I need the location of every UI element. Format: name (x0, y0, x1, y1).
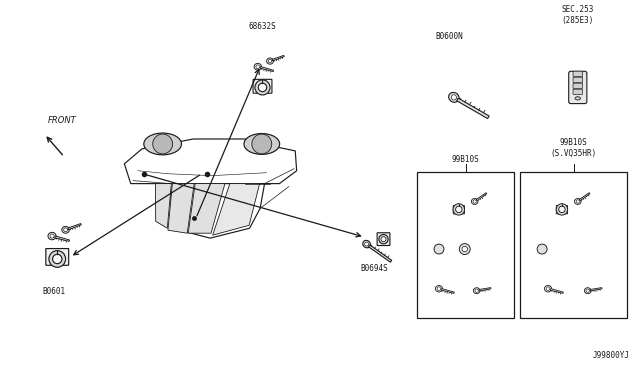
Polygon shape (124, 139, 297, 184)
FancyBboxPatch shape (569, 71, 587, 103)
Text: 99B10S: 99B10S (452, 155, 479, 164)
Bar (520, 172, 627, 318)
Ellipse shape (575, 97, 580, 100)
Polygon shape (272, 55, 284, 61)
Polygon shape (550, 289, 563, 294)
Circle shape (456, 206, 462, 213)
Circle shape (434, 244, 444, 254)
Circle shape (537, 244, 547, 254)
Ellipse shape (575, 198, 581, 205)
Text: B0694S: B0694S (361, 264, 388, 273)
Ellipse shape (48, 232, 56, 240)
Circle shape (379, 234, 388, 244)
Polygon shape (457, 98, 489, 119)
Circle shape (460, 244, 470, 254)
Circle shape (475, 289, 478, 292)
Text: B0601: B0601 (43, 287, 66, 296)
FancyBboxPatch shape (573, 77, 582, 82)
Circle shape (255, 80, 270, 95)
Polygon shape (260, 67, 273, 71)
Circle shape (547, 287, 550, 291)
FancyBboxPatch shape (573, 83, 582, 89)
Ellipse shape (244, 134, 280, 154)
Ellipse shape (472, 198, 478, 205)
Polygon shape (156, 184, 172, 228)
Text: SEC.253
(285E3): SEC.253 (285E3) (562, 5, 594, 25)
FancyBboxPatch shape (377, 233, 390, 246)
FancyBboxPatch shape (253, 79, 272, 93)
Ellipse shape (474, 288, 480, 294)
Circle shape (462, 246, 467, 252)
FancyBboxPatch shape (453, 205, 465, 214)
Text: FRONT: FRONT (48, 116, 77, 125)
FancyBboxPatch shape (573, 89, 582, 94)
Ellipse shape (545, 285, 552, 292)
Ellipse shape (254, 63, 262, 70)
Ellipse shape (584, 288, 591, 294)
Polygon shape (369, 245, 392, 262)
Polygon shape (579, 193, 590, 201)
Ellipse shape (267, 58, 273, 64)
Circle shape (451, 95, 456, 100)
Circle shape (153, 134, 173, 154)
Polygon shape (188, 184, 225, 233)
Circle shape (365, 242, 369, 246)
Polygon shape (68, 224, 81, 230)
FancyBboxPatch shape (573, 71, 582, 76)
Ellipse shape (144, 133, 182, 155)
Circle shape (586, 289, 589, 292)
Circle shape (252, 134, 272, 154)
Circle shape (256, 65, 260, 68)
Circle shape (473, 200, 476, 203)
Circle shape (50, 234, 54, 238)
Circle shape (49, 251, 65, 267)
Polygon shape (54, 236, 70, 241)
Polygon shape (476, 193, 487, 201)
Ellipse shape (449, 92, 459, 102)
Text: J99800YJ: J99800YJ (593, 351, 629, 360)
Polygon shape (442, 289, 454, 294)
Circle shape (453, 204, 465, 215)
Polygon shape (479, 288, 491, 291)
Polygon shape (212, 184, 260, 235)
Circle shape (576, 200, 579, 203)
Text: B0600N: B0600N (435, 32, 463, 41)
Ellipse shape (435, 285, 443, 292)
Circle shape (559, 206, 565, 213)
Text: 68632S: 68632S (248, 22, 276, 31)
Circle shape (64, 228, 67, 232)
Text: 99B10S
(S.VQ35HR): 99B10S (S.VQ35HR) (550, 138, 597, 158)
Polygon shape (590, 288, 602, 291)
Polygon shape (168, 184, 194, 233)
Bar (417, 172, 515, 318)
FancyBboxPatch shape (46, 248, 68, 265)
Circle shape (556, 204, 568, 215)
Circle shape (52, 254, 62, 264)
Circle shape (268, 60, 272, 63)
Circle shape (437, 287, 441, 291)
Ellipse shape (363, 240, 371, 248)
Circle shape (259, 83, 267, 92)
Circle shape (381, 237, 386, 241)
Polygon shape (170, 184, 264, 238)
FancyBboxPatch shape (556, 205, 568, 214)
Ellipse shape (62, 227, 69, 233)
